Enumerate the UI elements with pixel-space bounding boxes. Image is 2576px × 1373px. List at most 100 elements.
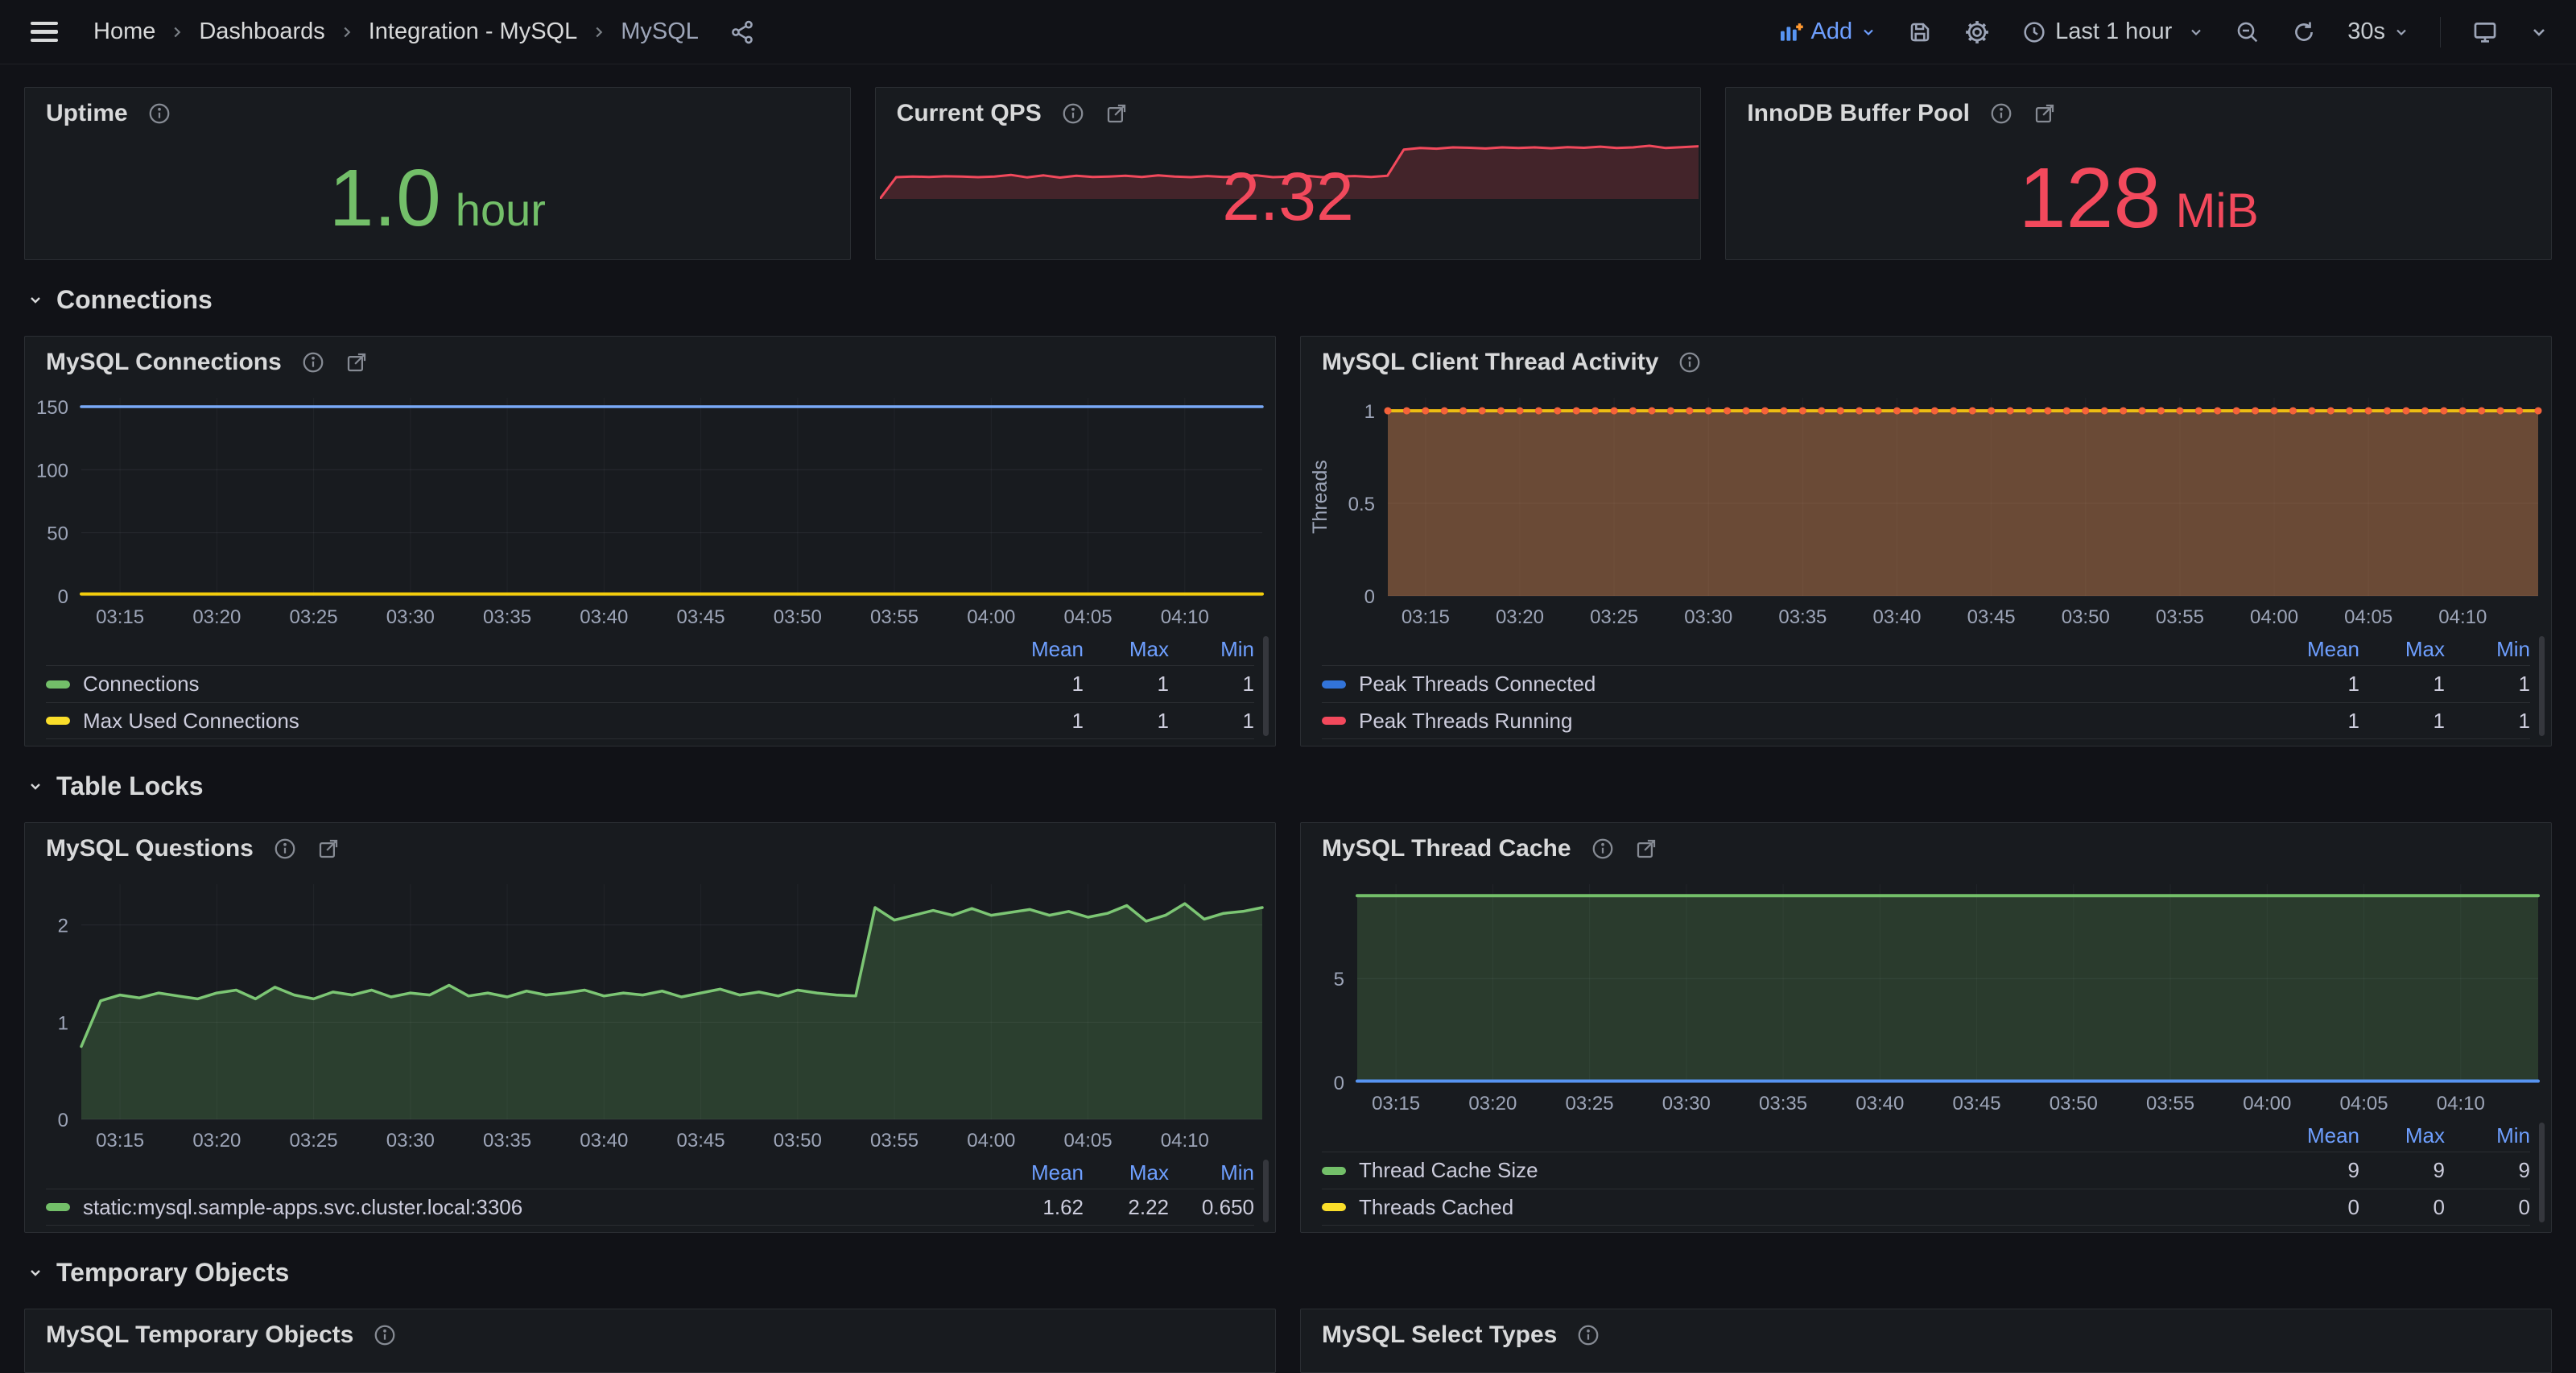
thread-cache-chart[interactable]: 0 5 03:15 03:20 03:25 03:30 03:35 03:40 03:45 03:… [1304, 875, 2548, 1119]
svg-text:0.5: 0.5 [1348, 494, 1375, 515]
info-icon[interactable] [301, 350, 325, 374]
external-link-icon[interactable] [2033, 101, 2057, 126]
panel-title[interactable]: MySQL Client Thread Activity [1322, 349, 1659, 375]
legend-col-min[interactable]: Min [2496, 636, 2530, 661]
breadcrumb-home[interactable]: Home [93, 19, 156, 44]
series-label[interactable]: Threads Cached [1359, 1194, 1514, 1219]
mysql-questions-chart[interactable]: 0 1 2 03:15 03:20 03:25 03:30 03:35 03:40 03:45 03… [28, 875, 1272, 1156]
breadcrumb-integration-mysql[interactable]: Integration - MySQL [368, 19, 578, 44]
svg-text:04:00: 04:00 [967, 606, 1015, 628]
section-temporary-objects[interactable]: Temporary Objects [26, 1257, 2550, 1288]
section-title: Table Locks [56, 771, 204, 800]
external-link-icon[interactable] [1634, 837, 1658, 861]
series-label[interactable]: Thread Cache Size [1359, 1158, 1538, 1182]
legend-col-mean[interactable]: Mean [2306, 1123, 2359, 1148]
series-swatch[interactable] [1322, 717, 1346, 725]
legend-scrollbar[interactable] [2539, 1123, 2545, 1222]
share-icon[interactable] [729, 19, 755, 45]
legend-col-max[interactable]: Max [2405, 1123, 2445, 1148]
svg-text:0: 0 [1334, 1073, 1344, 1094]
time-range-picker[interactable]: Last 1 hour [2021, 19, 2204, 45]
dashboard-settings-icon[interactable] [1963, 19, 1991, 46]
svg-text:03:40: 03:40 [580, 1130, 628, 1152]
info-icon[interactable] [1591, 837, 1615, 861]
series-label[interactable]: Connections [83, 672, 200, 696]
legend-col-mean[interactable]: Mean [1030, 1160, 1084, 1185]
series-swatch[interactable] [1322, 680, 1346, 689]
legend-col-max[interactable]: Max [2405, 636, 2445, 661]
panel-uptime: Uptime 1.0 hour [24, 87, 851, 260]
svg-text:03:50: 03:50 [2050, 1093, 2098, 1115]
svg-text:2: 2 [58, 916, 68, 937]
svg-text:0: 0 [58, 586, 68, 608]
panel-title[interactable]: InnoDB Buffer Pool [1747, 100, 1970, 126]
section-connections[interactable]: Connections [26, 284, 2550, 315]
series-label[interactable]: static:mysql.sample-apps.svc.cluster.loc… [83, 1194, 523, 1219]
series-label[interactable]: Peak Threads Connected [1359, 672, 1596, 696]
info-icon[interactable] [1678, 350, 1702, 374]
series-swatch[interactable] [46, 680, 70, 689]
panel-thread-cache: MySQL Thread Cache 0 5 03:15 03:20 03:25 03:3… [1300, 822, 2552, 1233]
svg-text:5: 5 [1334, 969, 1344, 990]
thread-activity-chart[interactable]: 0 0.5 1 03:15 03:20 03:25 03:30 03:35 03:40 03:45… [1304, 388, 2548, 633]
legend-scrollbar[interactable] [2539, 636, 2545, 736]
breadcrumb-mysql[interactable]: MySQL [621, 19, 699, 44]
panel-title[interactable]: MySQL Questions [46, 835, 254, 862]
legend-col-mean[interactable]: Mean [2306, 636, 2359, 661]
panel-temporary-objects: MySQL Temporary Objects [24, 1309, 1276, 1373]
legend-col-min[interactable]: Min [1220, 636, 1254, 661]
refresh-interval-picker[interactable]: 30s [2347, 19, 2409, 45]
panel-title[interactable]: MySQL Connections [46, 349, 282, 375]
series-swatch[interactable] [46, 1203, 70, 1211]
panel-title[interactable]: MySQL Thread Cache [1322, 835, 1571, 862]
svg-text:03:55: 03:55 [870, 1130, 919, 1152]
info-icon[interactable] [1989, 101, 2013, 126]
add-button[interactable]: Add [1777, 19, 1877, 45]
series-label[interactable]: Peak Threads Running [1359, 708, 1573, 733]
info-icon[interactable] [1061, 101, 1085, 126]
info-icon[interactable] [1576, 1323, 1600, 1347]
svg-text:04:10: 04:10 [2437, 1093, 2485, 1115]
menu-icon[interactable] [27, 19, 61, 46]
series-swatch[interactable] [1322, 1203, 1346, 1211]
refresh-icon[interactable] [2291, 19, 2317, 45]
panel-title[interactable]: MySQL Temporary Objects [46, 1321, 354, 1348]
panel-title[interactable]: Current QPS [896, 100, 1042, 126]
stat-unit: hour [455, 184, 546, 235]
nav-divider [2440, 16, 2441, 48]
svg-text:03:40: 03:40 [580, 606, 628, 628]
info-icon[interactable] [373, 1323, 397, 1347]
series-swatch[interactable] [1322, 1166, 1346, 1175]
external-link-icon[interactable] [345, 350, 369, 374]
series-label[interactable]: Max Used Connections [83, 708, 299, 733]
panel-title[interactable]: MySQL Select Types [1322, 1321, 1558, 1348]
kiosk-monitor-icon[interactable] [2471, 19, 2499, 46]
panel-title[interactable]: Uptime [46, 100, 128, 126]
svg-text:1: 1 [58, 1012, 68, 1034]
legend-scrollbar[interactable] [1263, 1160, 1269, 1222]
legend-scrollbar[interactable] [1263, 636, 1269, 736]
mysql-connections-chart[interactable]: 0 50 100 150 03:15 03:20 03:25 03:30 03:35 03:40 0… [28, 388, 1272, 633]
breadcrumb-dashboards[interactable]: Dashboards [199, 19, 325, 44]
stat-value: 1.0 [328, 152, 441, 243]
legend-col-mean[interactable]: Mean [1030, 636, 1084, 661]
legend-col-max[interactable]: Max [1129, 1160, 1169, 1185]
external-link-icon[interactable] [1104, 101, 1129, 126]
svg-text:03:25: 03:25 [1566, 1093, 1614, 1115]
svg-text:150: 150 [36, 397, 68, 419]
svg-text:03:20: 03:20 [192, 606, 241, 628]
info-icon[interactable] [147, 101, 171, 126]
panel-mysql-connections: MySQL Connections 0 50 100 150 03:15 03:20 03:… [24, 336, 1276, 746]
section-table-locks[interactable]: Table Locks [26, 771, 2550, 801]
info-icon[interactable] [273, 837, 297, 861]
svg-text:04:05: 04:05 [2340, 1093, 2388, 1115]
zoom-out-icon[interactable] [2235, 19, 2260, 45]
external-link-icon[interactable] [316, 837, 341, 861]
legend-col-min[interactable]: Min [1220, 1160, 1254, 1185]
chevron-down-icon[interactable] [2529, 23, 2549, 42]
svg-text:04:00: 04:00 [2243, 1093, 2291, 1115]
save-dashboard-icon[interactable] [1907, 19, 1933, 45]
legend-col-min[interactable]: Min [2496, 1123, 2530, 1148]
legend-col-max[interactable]: Max [1129, 636, 1169, 661]
series-swatch[interactable] [46, 717, 70, 725]
